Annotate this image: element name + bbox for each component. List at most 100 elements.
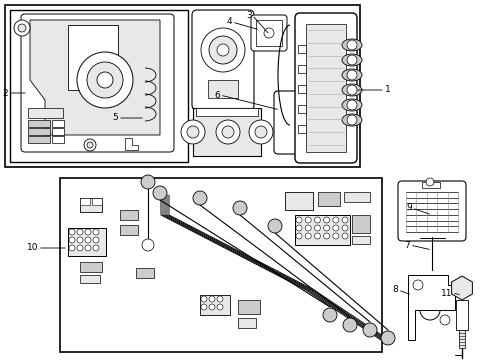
- Circle shape: [295, 233, 302, 239]
- Circle shape: [142, 239, 154, 251]
- Bar: [28, 108, 63, 118]
- Circle shape: [259, 23, 279, 43]
- Circle shape: [201, 296, 206, 302]
- Ellipse shape: [341, 84, 361, 96]
- Circle shape: [208, 296, 215, 302]
- Bar: [297, 45, 305, 53]
- Circle shape: [380, 331, 394, 345]
- Bar: [10, 10, 187, 162]
- Bar: [196, 108, 258, 116]
- Circle shape: [332, 217, 338, 223]
- Circle shape: [264, 28, 273, 38]
- Circle shape: [346, 40, 356, 50]
- Bar: [305, 24, 346, 152]
- Circle shape: [69, 245, 75, 251]
- Circle shape: [14, 20, 30, 36]
- FancyBboxPatch shape: [250, 15, 286, 51]
- Circle shape: [323, 233, 329, 239]
- Text: 4: 4: [226, 18, 231, 27]
- Bar: [5, 5, 359, 167]
- Circle shape: [323, 308, 336, 322]
- Text: 6: 6: [214, 90, 220, 99]
- Bar: [52, 136, 64, 143]
- Circle shape: [193, 191, 206, 205]
- Bar: [297, 125, 305, 133]
- Circle shape: [217, 44, 228, 56]
- Bar: [193, 108, 261, 156]
- Circle shape: [439, 315, 449, 325]
- Circle shape: [248, 120, 272, 144]
- Bar: [297, 105, 305, 113]
- Circle shape: [201, 304, 206, 310]
- Ellipse shape: [341, 39, 361, 51]
- Circle shape: [267, 219, 282, 233]
- Circle shape: [208, 304, 215, 310]
- Circle shape: [69, 229, 75, 235]
- Circle shape: [305, 217, 310, 223]
- Circle shape: [295, 225, 302, 231]
- Circle shape: [216, 120, 240, 144]
- Circle shape: [323, 217, 329, 223]
- Circle shape: [93, 237, 99, 243]
- Text: 10: 10: [26, 243, 38, 252]
- Bar: [455, 300, 467, 330]
- Circle shape: [346, 100, 356, 110]
- Bar: [297, 85, 305, 93]
- Circle shape: [362, 323, 376, 337]
- Circle shape: [342, 318, 356, 332]
- Bar: [285, 192, 312, 210]
- Circle shape: [208, 36, 237, 64]
- Circle shape: [85, 229, 91, 235]
- Circle shape: [341, 217, 347, 223]
- Circle shape: [77, 52, 133, 108]
- Circle shape: [77, 237, 83, 243]
- Circle shape: [186, 126, 199, 138]
- Circle shape: [346, 70, 356, 80]
- Circle shape: [323, 225, 329, 231]
- Bar: [297, 65, 305, 73]
- Circle shape: [314, 225, 320, 231]
- Text: 5: 5: [112, 113, 118, 122]
- Circle shape: [153, 186, 167, 200]
- Bar: [238, 318, 256, 328]
- Polygon shape: [125, 138, 138, 150]
- Circle shape: [305, 233, 310, 239]
- Circle shape: [346, 55, 356, 65]
- Bar: [200, 295, 229, 315]
- Bar: [458, 330, 464, 348]
- Ellipse shape: [341, 69, 361, 81]
- Circle shape: [217, 304, 223, 310]
- Circle shape: [314, 217, 320, 223]
- Circle shape: [97, 72, 113, 88]
- Bar: [80, 262, 102, 272]
- Circle shape: [305, 225, 310, 231]
- Circle shape: [295, 217, 302, 223]
- Text: 8: 8: [391, 285, 397, 294]
- Polygon shape: [407, 275, 454, 340]
- Bar: [92, 198, 102, 205]
- Circle shape: [181, 120, 204, 144]
- Circle shape: [84, 139, 96, 151]
- Bar: [80, 198, 90, 205]
- Bar: [207, 80, 238, 98]
- Circle shape: [232, 201, 246, 215]
- Bar: [317, 192, 339, 206]
- Bar: [343, 192, 369, 202]
- Bar: [28, 136, 50, 143]
- Circle shape: [341, 233, 347, 239]
- Bar: [136, 268, 154, 278]
- Ellipse shape: [341, 114, 361, 126]
- FancyBboxPatch shape: [192, 10, 253, 110]
- Text: 9: 9: [406, 203, 411, 212]
- Bar: [28, 128, 50, 135]
- Circle shape: [332, 233, 338, 239]
- Circle shape: [346, 115, 356, 125]
- Bar: [68, 228, 106, 256]
- Bar: [80, 198, 102, 212]
- Bar: [52, 128, 64, 135]
- Circle shape: [217, 296, 223, 302]
- Bar: [351, 215, 369, 233]
- Bar: [238, 300, 260, 314]
- Bar: [351, 236, 369, 244]
- Circle shape: [87, 62, 123, 98]
